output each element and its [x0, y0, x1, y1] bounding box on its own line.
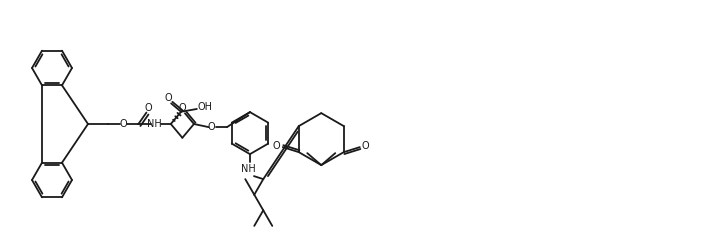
Text: O: O — [164, 94, 172, 104]
Text: O: O — [362, 141, 369, 151]
Text: O: O — [145, 102, 152, 113]
Text: O: O — [178, 103, 186, 113]
Text: OH: OH — [197, 102, 212, 112]
Text: NH: NH — [147, 119, 162, 129]
Text: O: O — [208, 122, 216, 132]
Text: NH: NH — [241, 164, 256, 174]
Text: O: O — [119, 119, 127, 129]
Text: O: O — [273, 141, 281, 151]
